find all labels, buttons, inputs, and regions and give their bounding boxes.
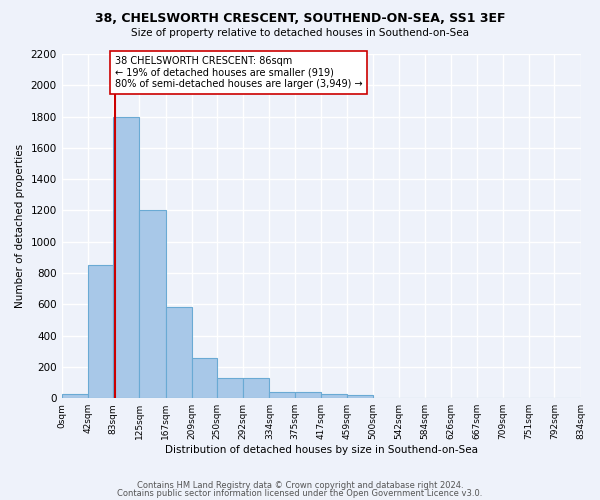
Bar	[269, 392, 295, 398]
Text: 38, CHELSWORTH CRESCENT, SOUTHEND-ON-SEA, SS1 3EF: 38, CHELSWORTH CRESCENT, SOUTHEND-ON-SEA…	[95, 12, 505, 26]
Bar	[139, 210, 166, 398]
Bar	[321, 394, 347, 398]
Bar	[113, 116, 139, 398]
Bar	[191, 358, 217, 398]
X-axis label: Distribution of detached houses by size in Southend-on-Sea: Distribution of detached houses by size …	[164, 445, 478, 455]
Bar	[88, 265, 113, 398]
Bar	[347, 396, 373, 398]
Text: 38 CHELSWORTH CRESCENT: 86sqm
← 19% of detached houses are smaller (919)
80% of : 38 CHELSWORTH CRESCENT: 86sqm ← 19% of d…	[115, 56, 362, 89]
Text: Contains public sector information licensed under the Open Government Licence v3: Contains public sector information licen…	[118, 488, 482, 498]
Bar	[217, 378, 244, 398]
Bar	[62, 394, 88, 398]
Y-axis label: Number of detached properties: Number of detached properties	[15, 144, 25, 308]
Bar	[244, 378, 269, 398]
Text: Contains HM Land Registry data © Crown copyright and database right 2024.: Contains HM Land Registry data © Crown c…	[137, 481, 463, 490]
Bar	[295, 392, 321, 398]
Bar	[166, 306, 191, 398]
Text: Size of property relative to detached houses in Southend-on-Sea: Size of property relative to detached ho…	[131, 28, 469, 38]
